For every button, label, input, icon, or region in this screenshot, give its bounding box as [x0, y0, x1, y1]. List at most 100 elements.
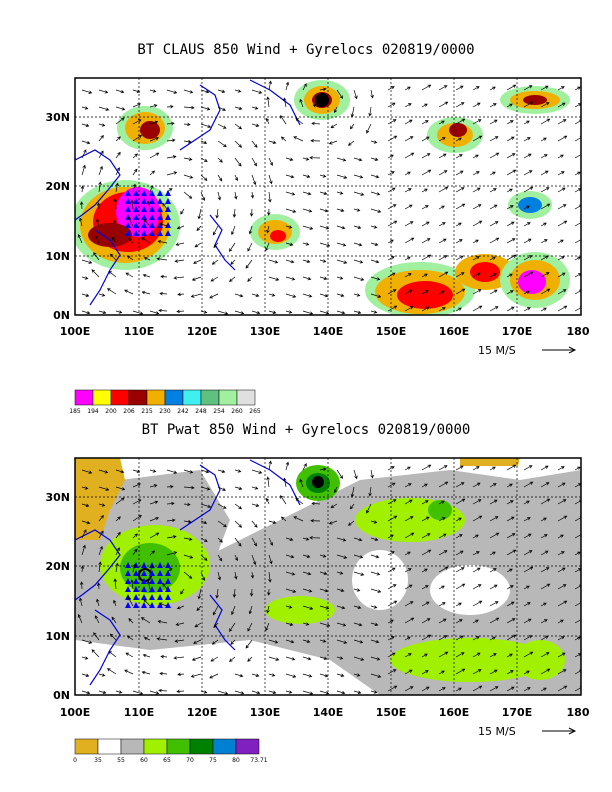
wind-arrow — [455, 498, 466, 505]
wind-arrow — [213, 242, 219, 248]
wind-arrow — [81, 259, 93, 264]
wind-arrow — [191, 276, 202, 281]
wind-arrow — [180, 588, 185, 595]
wind-arrow — [353, 157, 363, 162]
wind-arrow — [267, 588, 271, 596]
wind-arrow — [404, 669, 413, 675]
lon-label: 140E — [313, 325, 343, 338]
wind-arrow — [438, 153, 447, 159]
wind-arrow — [200, 123, 212, 129]
gyre-triangle — [141, 214, 147, 220]
wind-arrow — [540, 687, 547, 692]
wind-arrow — [231, 225, 236, 236]
wind-arrow — [347, 520, 355, 526]
wind-arrow — [166, 501, 175, 506]
wind-arrow — [194, 242, 202, 248]
wind-arrow — [125, 652, 134, 658]
wind-arrow — [438, 271, 449, 278]
wind-arrow — [115, 136, 121, 142]
wind-arrow — [540, 583, 551, 590]
wind-arrow — [234, 123, 242, 130]
wind-arrow — [506, 153, 516, 159]
wind-arrow — [387, 305, 398, 312]
wind-arrow — [557, 135, 568, 142]
wind-arrow — [149, 469, 157, 473]
wind-arrow — [209, 673, 219, 679]
wind-arrow — [523, 85, 533, 91]
wind-arrow — [285, 242, 294, 246]
wind-arrow — [404, 289, 413, 295]
wind-arrow — [489, 466, 496, 471]
wind-arrow — [293, 136, 304, 142]
wind-arrow — [230, 639, 236, 645]
wind-arrow — [540, 154, 548, 159]
wind-arrow — [438, 465, 448, 471]
wind-arrow — [302, 208, 313, 213]
wind-arrow — [132, 168, 138, 176]
wind-arrow — [232, 588, 237, 598]
wind-arrow — [489, 221, 499, 227]
wind-arrow — [404, 256, 411, 261]
wind-arrow — [438, 101, 449, 108]
top-ref-vector-arrow — [542, 346, 577, 354]
wind-arrow — [166, 484, 174, 489]
colorbar-swatch — [74, 738, 99, 755]
wind-arrow — [166, 89, 178, 94]
wind-arrow — [183, 106, 195, 110]
wind-arrow — [166, 568, 173, 573]
wind-arrow — [472, 256, 480, 261]
wind-arrow — [421, 618, 431, 624]
wind-arrow — [489, 289, 498, 295]
bottom-colorbar: 0 35 55 60 65 70 75 80 73.71 — [73, 738, 268, 764]
wind-arrow — [404, 584, 413, 590]
wind-arrow — [438, 481, 449, 488]
wind-arrow — [217, 520, 227, 528]
wind-arrow — [472, 204, 482, 210]
wind-arrow — [81, 276, 89, 280]
wind-arrow — [247, 622, 253, 632]
lon-label: 180 — [567, 706, 590, 719]
wind-arrow — [489, 256, 496, 261]
wind-arrow — [353, 469, 358, 480]
wind-arrow — [302, 242, 310, 246]
wind-arrow — [387, 204, 397, 210]
wind-arrow — [299, 478, 304, 488]
gyre-triangle — [133, 570, 139, 576]
wind-arrow — [234, 503, 242, 510]
wind-arrow — [506, 238, 516, 244]
wind-arrow — [472, 669, 482, 675]
wind-arrow — [370, 89, 374, 99]
wind-arrow — [98, 486, 110, 491]
wind-arrow — [149, 120, 159, 125]
wind-arrow — [404, 617, 415, 624]
wind-arrow — [190, 673, 202, 678]
lon-label: 140E — [313, 706, 343, 719]
coastlines — [74, 79, 301, 686]
wind-arrow — [98, 545, 103, 556]
wind-arrow — [336, 310, 346, 315]
wind-arrow — [96, 218, 100, 227]
gyre-triangle — [125, 222, 131, 228]
wind-arrow — [455, 187, 465, 193]
wind-arrow — [336, 208, 345, 212]
wind-arrow — [149, 532, 160, 539]
wind-arrow — [404, 568, 412, 573]
wind-arrow — [166, 138, 176, 142]
wind-arrow — [217, 89, 226, 93]
wind-arrow — [217, 140, 227, 148]
wind-arrow — [166, 551, 178, 556]
wind-arrow — [234, 157, 242, 167]
wind-arrow — [200, 520, 208, 524]
colorbar-swatch — [218, 389, 238, 406]
gyre-triangle — [141, 230, 147, 236]
wind-arrow — [319, 605, 330, 610]
wind-arrow — [557, 171, 565, 176]
wind-arrow — [193, 639, 202, 644]
gyre-triangle — [157, 214, 163, 220]
wind-arrow — [370, 469, 374, 479]
wind-arrow — [438, 290, 445, 295]
wind-arrow — [506, 103, 513, 108]
wind-arrow — [183, 519, 192, 524]
gyre-triangle — [165, 586, 171, 592]
gyre-triangle — [149, 570, 155, 576]
